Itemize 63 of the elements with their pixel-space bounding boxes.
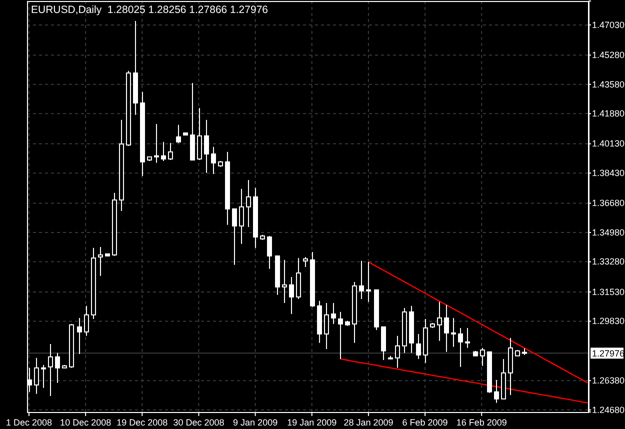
candlestick bbox=[338, 311, 343, 360]
line-series bbox=[340, 358, 588, 404]
x-tick-label: 30 Dec 2008 bbox=[173, 417, 224, 428]
y-tick-label: 1.47030 bbox=[592, 20, 625, 30]
candlestick bbox=[289, 276, 294, 314]
candlestick bbox=[239, 188, 244, 244]
y-tick-label: 1.33280 bbox=[592, 256, 625, 267]
y-tick-label: 1.43580 bbox=[592, 79, 625, 90]
candlestick bbox=[77, 317, 82, 354]
y-tick-label: 1.34980 bbox=[592, 227, 625, 238]
candlestick bbox=[282, 259, 287, 304]
y-tick-label: 1.38430 bbox=[592, 168, 625, 178]
candlestick bbox=[296, 258, 301, 300]
candlestick bbox=[395, 335, 400, 368]
candlestick bbox=[494, 379, 499, 404]
x-tick-label: 6 Feb 2009 bbox=[402, 417, 448, 428]
line-series bbox=[368, 261, 588, 384]
x-tick-label: 1 Dec 2008 bbox=[6, 417, 52, 428]
candlestick bbox=[246, 179, 251, 228]
x-tick-label: 19 Jan 2009 bbox=[287, 417, 337, 428]
candlestick bbox=[168, 142, 173, 160]
candlestick bbox=[437, 301, 442, 342]
y-tick-label: 1.45280 bbox=[592, 50, 625, 60]
y-tick-label: 1.41880 bbox=[592, 108, 625, 119]
candlestick bbox=[204, 119, 209, 174]
candlestick bbox=[176, 124, 181, 144]
candlestick bbox=[381, 326, 386, 360]
candlestick bbox=[84, 305, 89, 336]
y-tick-label: 1.31530 bbox=[592, 286, 625, 297]
candlestick bbox=[41, 364, 46, 388]
candlestick bbox=[161, 141, 166, 162]
x-tick-label: 19 Dec 2008 bbox=[116, 417, 168, 428]
chart-title: EURUSD,Daily 1.28025 1.28256 1.27866 1.27976 bbox=[31, 4, 268, 16]
y-tick-label: 1.24680 bbox=[592, 404, 625, 415]
candlestick bbox=[154, 123, 159, 164]
y-tick-label: 1.29830 bbox=[592, 316, 625, 326]
candlestick bbox=[331, 302, 336, 324]
candlestick bbox=[451, 317, 456, 348]
y-tick-label: 1.36680 bbox=[592, 198, 625, 208]
candlestick bbox=[55, 352, 60, 384]
candlestick bbox=[267, 235, 272, 270]
candlestick bbox=[211, 146, 216, 174]
candlestick bbox=[232, 208, 237, 266]
candlestick bbox=[465, 327, 470, 348]
candlestick bbox=[444, 304, 449, 352]
candlestick bbox=[48, 343, 53, 396]
y-tick-label: 1.26380 bbox=[592, 376, 625, 386]
candlestick bbox=[480, 347, 485, 366]
candlestick bbox=[324, 302, 329, 350]
candlestick bbox=[458, 327, 463, 368]
candlestick bbox=[416, 333, 421, 360]
ref-line-label: 1.27976 bbox=[592, 348, 625, 359]
candlestick bbox=[359, 260, 364, 300]
candlestick bbox=[366, 261, 371, 302]
x-tick-label: 10 Dec 2008 bbox=[60, 417, 112, 428]
candlestick bbox=[303, 256, 308, 268]
x-tick-label: 9 Jan 2009 bbox=[233, 417, 278, 428]
candlestick bbox=[197, 107, 202, 160]
candlestick bbox=[34, 357, 39, 394]
x-tick-label: 16 Feb 2009 bbox=[456, 417, 507, 428]
y-tick-label: 1.40130 bbox=[592, 138, 625, 149]
x-tick-label: 28 Jan 2009 bbox=[344, 417, 394, 428]
candlestick bbox=[98, 246, 103, 276]
